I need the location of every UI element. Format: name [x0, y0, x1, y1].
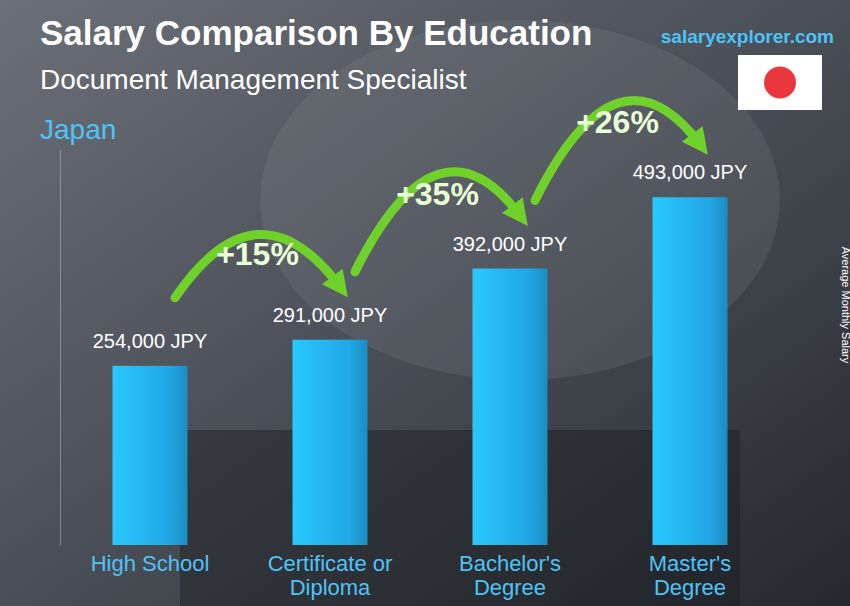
change-label: +15% — [216, 236, 299, 272]
x-tick: Master'sDegree — [649, 551, 731, 600]
x-tick-label: Certificate orDiploma — [268, 551, 393, 600]
change-label: +26% — [576, 104, 659, 140]
change-arrow — [355, 172, 520, 272]
subtitle: Document Management Specialist — [40, 64, 467, 95]
x-tick-label-line: Certificate or — [268, 551, 393, 576]
x-tick: Certificate orDiploma — [268, 551, 393, 600]
title: Salary Comparison By Education — [40, 13, 592, 52]
flag-field — [738, 55, 822, 110]
data-label: 291,000 JPY — [273, 304, 388, 326]
x-tick-label-line: Diploma — [290, 575, 371, 600]
change-arrows: +15% +35% +26% — [175, 100, 700, 297]
x-tick-label-line: Bachelor's — [459, 551, 561, 576]
y-axis-line — [60, 151, 61, 546]
x-tick-label-line: High School — [91, 551, 210, 576]
x-tick-label: High School — [91, 551, 210, 576]
flag — [738, 55, 822, 110]
x-tick-label: Bachelor'sDegree — [459, 551, 561, 600]
change-arrow — [175, 234, 340, 297]
x-tick-label-line: Degree — [474, 575, 546, 600]
y-axis-title: Average Monthly Salary — [840, 247, 850, 364]
chart-container: High School Certificate orDiploma Bachelor… — [0, 0, 850, 606]
data-label: 392,000 JPY — [453, 233, 568, 255]
x-tick: Bachelor'sDegree — [459, 551, 561, 600]
bar — [653, 197, 728, 545]
chart-svg: High School Certificate orDiploma Bachelor… — [0, 0, 850, 606]
bar — [113, 366, 188, 545]
y-axis — [60, 151, 61, 546]
bar — [473, 269, 548, 546]
x-axis: High School Certificate orDiploma Bachelor… — [91, 551, 732, 600]
x-tick-label-line: Master's — [649, 551, 731, 576]
x-tick-label: Master'sDegree — [649, 551, 731, 600]
data-label: 254,000 JPY — [93, 330, 208, 352]
change-arrow — [535, 100, 700, 200]
x-tick-label-line: Degree — [654, 575, 726, 600]
background — [0, 0, 850, 606]
bar — [293, 340, 368, 545]
flag-sun — [764, 67, 796, 99]
source: salaryexplorer.com — [661, 26, 834, 47]
change-label: +35% — [396, 176, 479, 212]
bars — [113, 197, 728, 545]
x-tick: High School — [91, 551, 210, 576]
data-label: 493,000 JPY — [633, 161, 748, 183]
data-labels: 254,000 JPY 291,000 JPY 392,000 JPY 493,000… — [93, 161, 748, 352]
location: Japan — [40, 114, 116, 145]
